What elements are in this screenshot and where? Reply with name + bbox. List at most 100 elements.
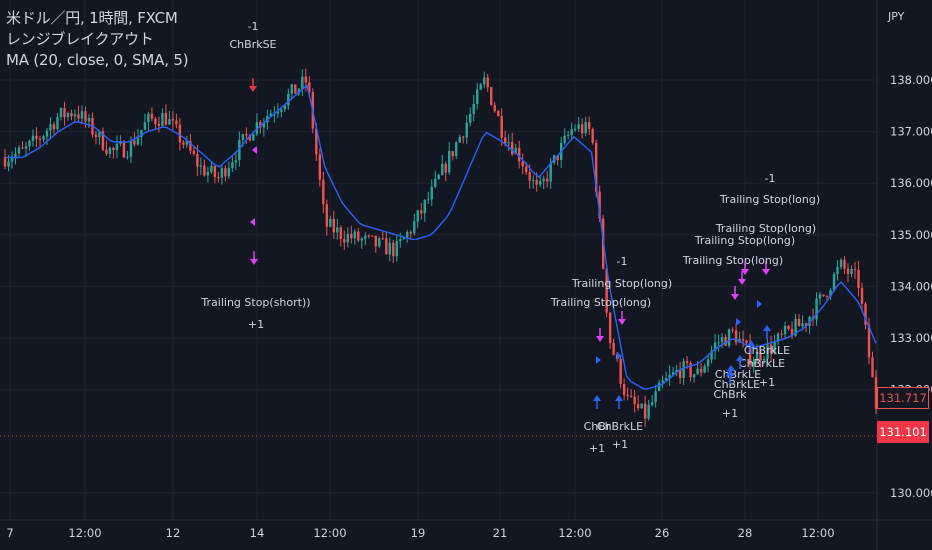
signal-qty: +1 bbox=[589, 442, 605, 455]
candle-body bbox=[787, 325, 790, 330]
candle-body bbox=[867, 324, 871, 358]
signal-arrow bbox=[762, 269, 770, 275]
candle-body bbox=[140, 129, 143, 138]
x-tick-label: 19 bbox=[411, 526, 426, 540]
candle-body bbox=[825, 295, 829, 297]
candle-body bbox=[444, 163, 447, 173]
signal-qty: +1 bbox=[248, 318, 264, 331]
candle-body bbox=[24, 146, 28, 149]
candle-body bbox=[699, 368, 703, 373]
candle-body bbox=[371, 235, 374, 237]
candle-body bbox=[829, 289, 832, 297]
candle-body bbox=[427, 199, 430, 201]
candle-body bbox=[101, 131, 105, 150]
candle-body bbox=[815, 298, 818, 320]
candle-body bbox=[129, 140, 133, 157]
signal-arrow bbox=[249, 86, 257, 92]
candle-body bbox=[217, 177, 220, 179]
candle-body bbox=[325, 204, 329, 227]
candle-body bbox=[385, 238, 388, 255]
candle-body bbox=[675, 369, 678, 373]
candle-body bbox=[343, 238, 346, 243]
candle-body bbox=[514, 147, 517, 155]
signal-label: ChBrk bbox=[713, 388, 747, 401]
candle-body bbox=[42, 136, 45, 140]
signal-arrow bbox=[618, 319, 626, 325]
candle-body bbox=[745, 340, 748, 344]
signal-arrow bbox=[726, 370, 734, 376]
candle-body bbox=[115, 143, 119, 151]
candle-body bbox=[178, 124, 182, 143]
candle-body bbox=[692, 374, 696, 378]
candle-body bbox=[409, 231, 412, 234]
candle-body bbox=[706, 359, 710, 367]
signal-arrow bbox=[763, 325, 771, 331]
candle-body bbox=[45, 130, 49, 137]
candle-body bbox=[556, 155, 559, 161]
signal-arrow bbox=[738, 279, 746, 285]
candle-body bbox=[818, 294, 822, 299]
signal-arrow bbox=[727, 365, 735, 371]
signal-arrow bbox=[250, 259, 258, 265]
y-tick-label: 138.000 bbox=[890, 73, 932, 87]
candle-body bbox=[364, 235, 367, 239]
candle-body bbox=[388, 242, 391, 255]
candle-body bbox=[528, 172, 531, 181]
candle-body bbox=[171, 119, 175, 121]
entry-marker bbox=[617, 352, 622, 360]
y-tick-label: 133.000 bbox=[890, 331, 932, 345]
candle-body bbox=[636, 404, 640, 409]
signal-label: ChBrkSE bbox=[229, 38, 276, 51]
candle-body bbox=[720, 336, 724, 343]
candle-body bbox=[518, 147, 521, 162]
x-tick-label: 12:00 bbox=[68, 526, 101, 540]
candle-body bbox=[150, 113, 154, 119]
candle-body bbox=[640, 403, 643, 409]
signal-label: Trailing Stop(long) bbox=[715, 222, 816, 235]
candle-body bbox=[748, 343, 752, 365]
candle-body bbox=[196, 154, 199, 167]
candle-body bbox=[507, 142, 510, 144]
candle-body bbox=[175, 120, 178, 125]
signal-label: ChBrkLE bbox=[597, 420, 643, 433]
signal-label: ChBrkLE bbox=[744, 344, 790, 357]
candle-body bbox=[3, 157, 7, 167]
candle-body bbox=[59, 107, 63, 117]
candle-body bbox=[259, 121, 262, 128]
candle-body bbox=[52, 124, 56, 130]
candle-body bbox=[538, 181, 542, 185]
signal-label: ChBrkLE bbox=[714, 378, 760, 391]
candle-body bbox=[234, 160, 238, 163]
candle-body bbox=[28, 140, 31, 147]
exit-marker bbox=[252, 146, 257, 154]
signal-arrow bbox=[736, 355, 744, 361]
candle-body bbox=[31, 135, 35, 141]
candle-body bbox=[566, 135, 570, 137]
y-tick-label: 137.000 bbox=[890, 125, 932, 139]
candle-body bbox=[619, 358, 622, 385]
signal-qty: +1 bbox=[759, 376, 775, 389]
candle-body bbox=[94, 134, 98, 138]
y-tick-label: 130.000 bbox=[890, 486, 932, 500]
candle-body bbox=[643, 403, 647, 419]
candle-body bbox=[49, 124, 52, 131]
candle-body bbox=[262, 122, 266, 128]
candle-body bbox=[776, 333, 780, 342]
candle-body bbox=[164, 112, 168, 125]
candle-body bbox=[657, 382, 661, 392]
candle-body bbox=[413, 221, 416, 234]
signal-label: ChBr bbox=[584, 420, 611, 433]
candle-body bbox=[710, 350, 713, 360]
candle-body bbox=[304, 76, 308, 83]
candle-body bbox=[38, 138, 42, 140]
candle-body bbox=[437, 175, 440, 179]
current-price-tag: 131.717 bbox=[877, 387, 929, 409]
signal-label: Trailing Stop(long) bbox=[694, 234, 795, 247]
entry-marker bbox=[736, 318, 741, 326]
candle-body bbox=[678, 369, 682, 378]
candle-body bbox=[346, 233, 350, 243]
candle-body bbox=[154, 118, 157, 124]
candle-body bbox=[451, 151, 454, 157]
